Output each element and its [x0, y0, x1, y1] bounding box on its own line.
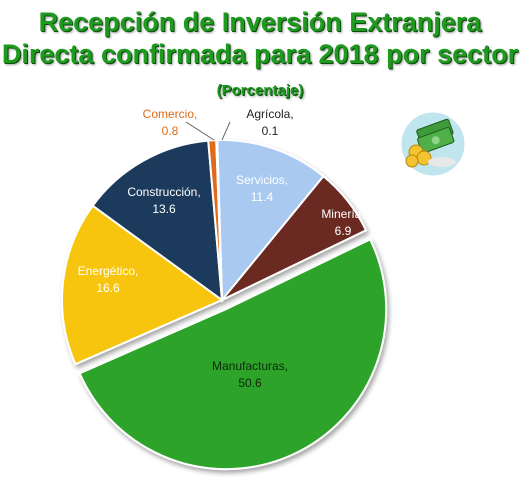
slice-value-6: 0.1 [262, 124, 279, 138]
slice-label-5: Comercio, 0.8 [143, 107, 198, 138]
slice-label-3: Energético, 16.6 [78, 264, 139, 295]
chart-title-main: Recepción de Inversión Extranjera Direct… [1, 7, 519, 69]
slice-category-6: Agrícola, [246, 107, 293, 121]
chart-title: Recepción de Inversión Extranjera Direct… [0, 6, 520, 107]
slice-value-4: 13.6 [152, 202, 176, 216]
chart-subtitle: (Porcentaje) [216, 82, 304, 99]
slice-category-2: Manufacturas, [212, 359, 288, 373]
money-icon [398, 109, 468, 179]
slice-label-6: Agrícola, 0.1 [246, 107, 293, 138]
pie-slice-2 [78, 238, 388, 471]
pie-slice-6 [215, 139, 223, 301]
pie-slice-0 [216, 139, 325, 303]
pie-slice-3 [61, 204, 224, 366]
slice-category-0: Servicios, [236, 173, 288, 187]
slice-value-2: 50.6 [238, 376, 262, 390]
slice-label-4: Construcción, 13.6 [127, 185, 200, 216]
slice-value-1: 6.9 [335, 224, 352, 238]
slice-value-0: 11.4 [251, 190, 274, 204]
slice-category-3: Energético, [78, 264, 139, 278]
slice-category-4: Construcción, [127, 185, 200, 199]
slice-label-1: Minería, 6.9 [321, 207, 364, 238]
pie-slice-1 [221, 174, 368, 301]
slice-value-3: 16.6 [96, 281, 120, 295]
slice-category-5: Comercio, [143, 107, 198, 121]
slice-category-1: Minería, [321, 207, 364, 221]
leader-line-1 [221, 121, 231, 141]
leader-line-0 [185, 121, 215, 141]
pie-slice-4 [91, 139, 224, 303]
slice-value-5: 0.8 [162, 124, 179, 138]
slice-label-2: Manufacturas, 50.6 [212, 359, 288, 390]
slice-label-0: Servicios, 11.4 [236, 173, 288, 204]
